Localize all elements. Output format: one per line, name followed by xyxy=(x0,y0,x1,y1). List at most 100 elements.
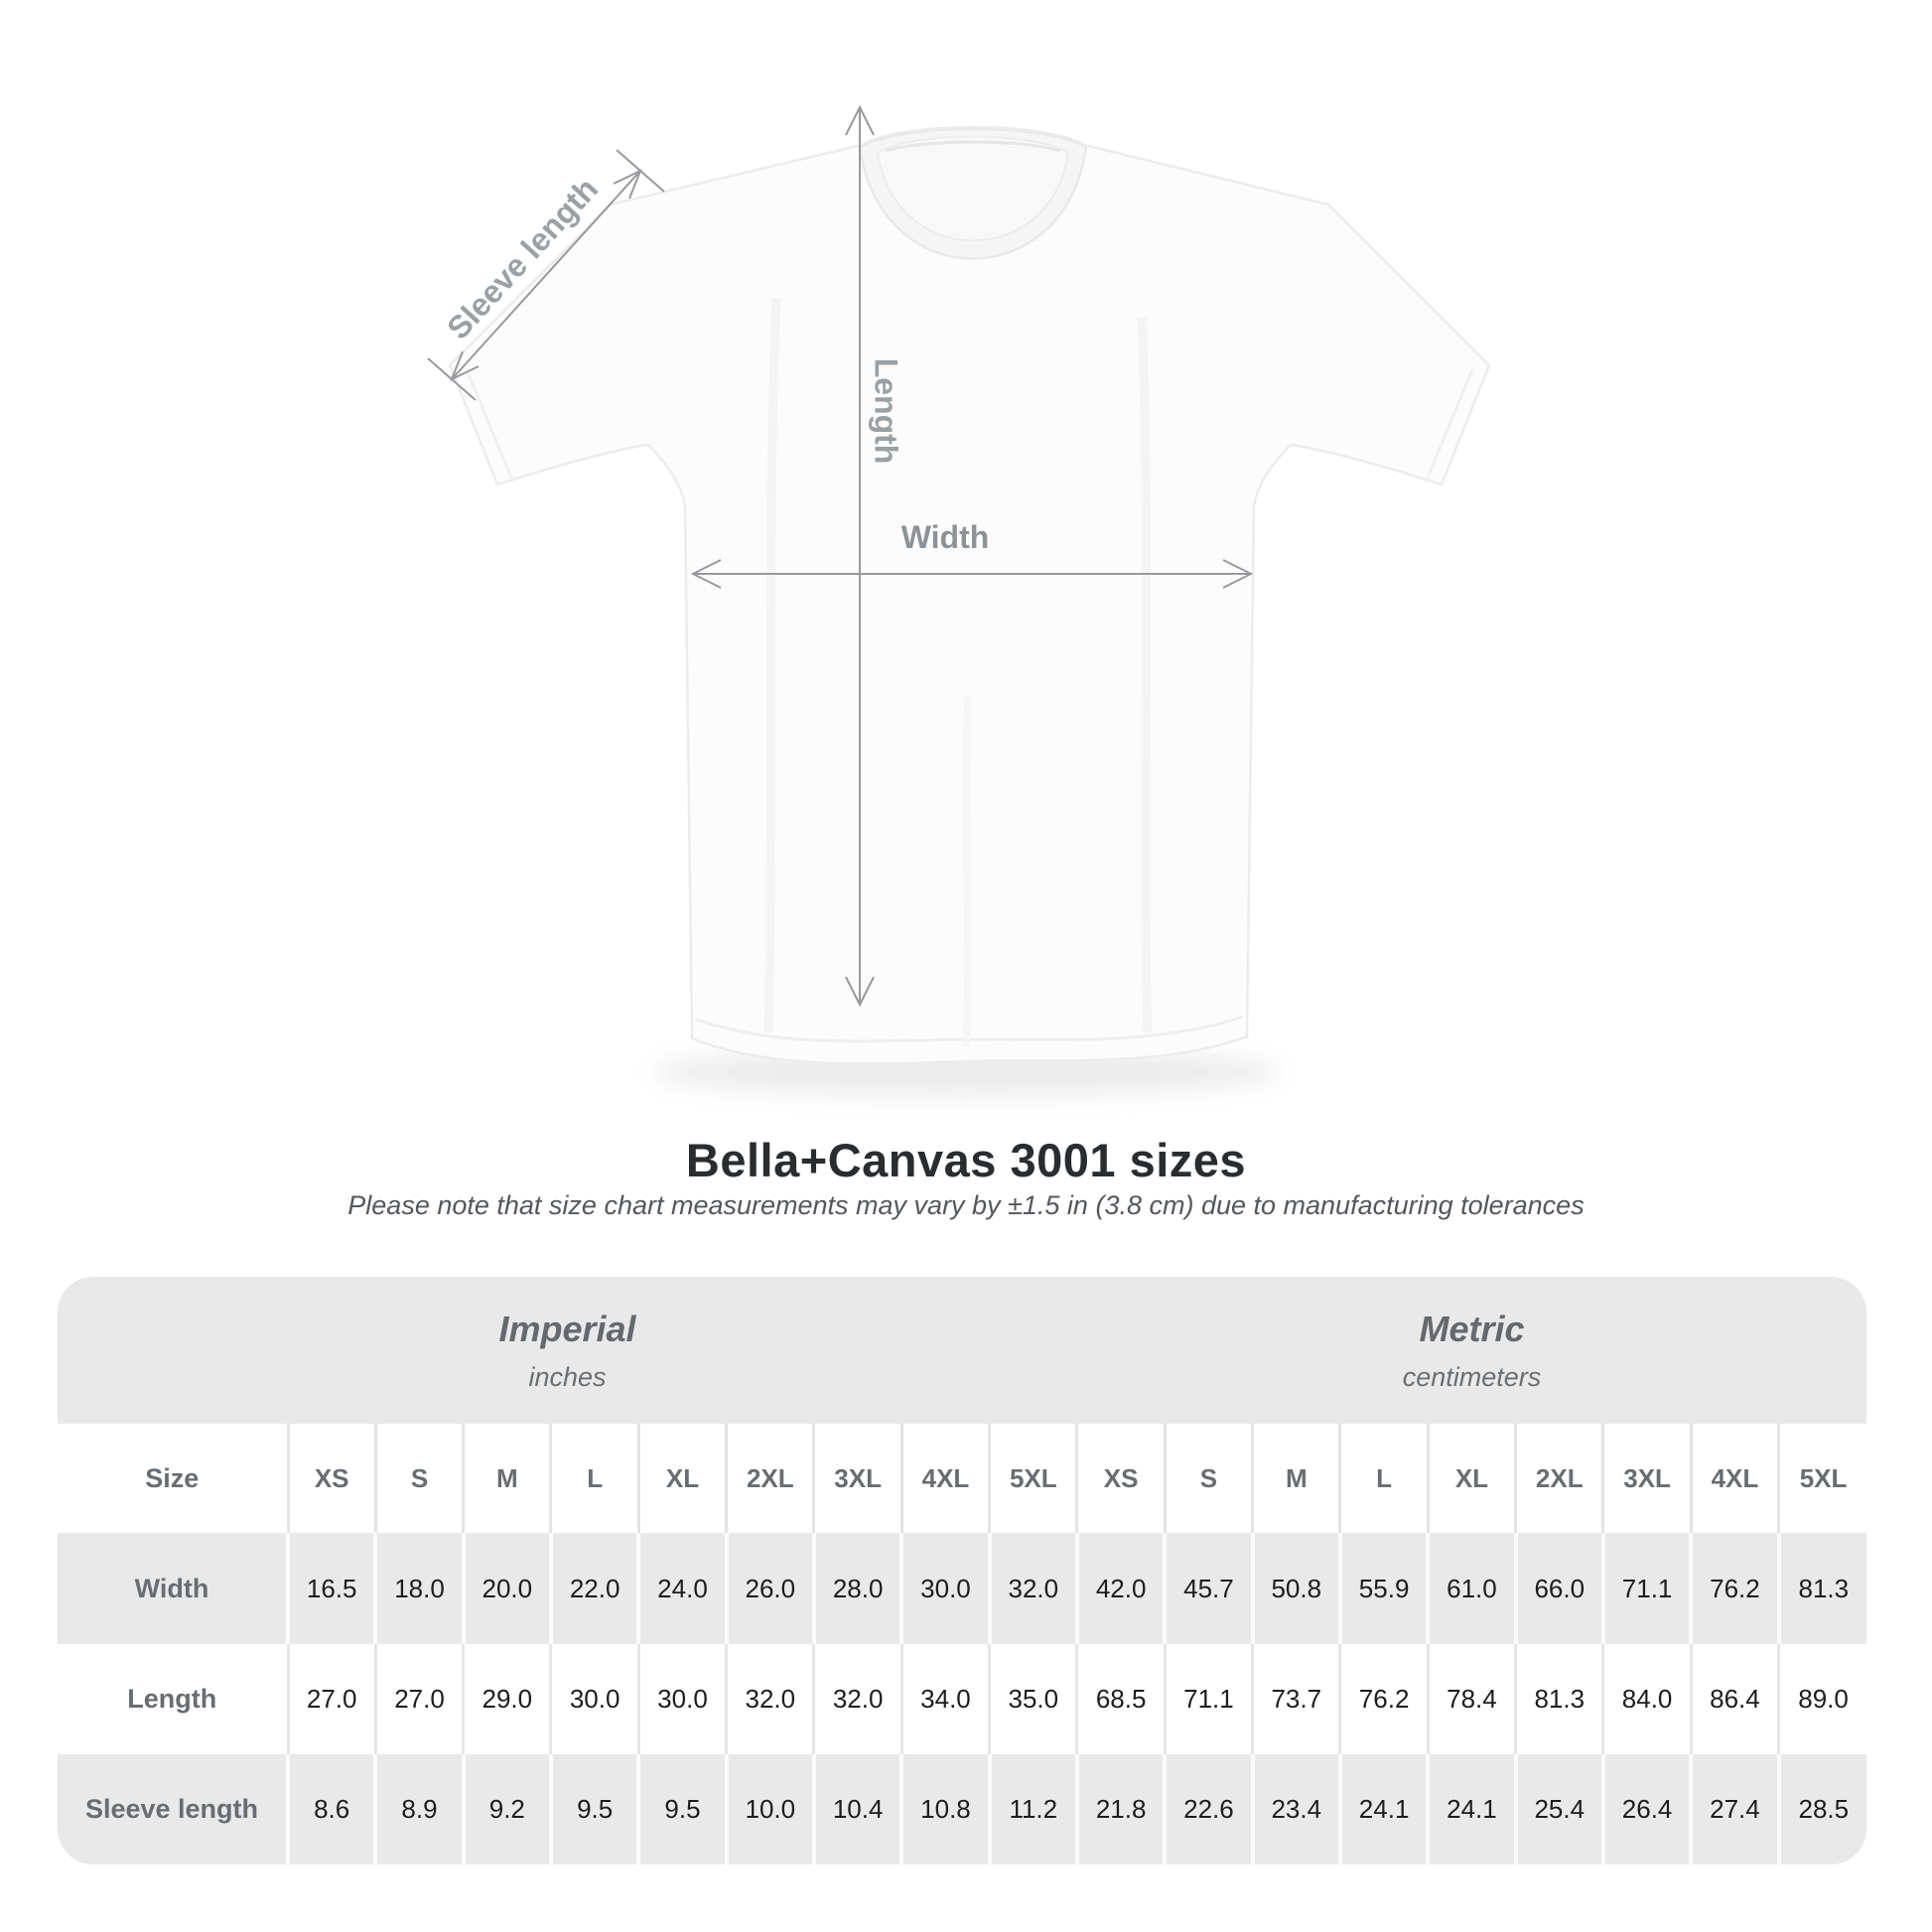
data-cell: 24.0 xyxy=(636,1533,727,1644)
data-cell: 29.0 xyxy=(462,1643,551,1754)
size-header: S xyxy=(1163,1424,1253,1534)
width-label: Width xyxy=(901,519,990,555)
units-header-row: Imperial inches Metric centimeters xyxy=(58,1277,1866,1425)
size-header: 2XL xyxy=(1514,1424,1603,1534)
data-cell: 20.0 xyxy=(461,1533,551,1644)
data-cell: 81.3 xyxy=(1776,1533,1866,1644)
data-cell: 27.0 xyxy=(373,1643,464,1754)
data-cell: 9.5 xyxy=(636,1753,727,1864)
length-row: Length 27.0 27.0 29.0 30.0 30.0 32.0 32.… xyxy=(58,1643,1866,1754)
width-row: Width 16.5 18.0 20.0 22.0 24.0 26.0 28.0… xyxy=(58,1533,1866,1644)
fabric-fold xyxy=(1137,317,1153,1034)
data-cell: 10.4 xyxy=(811,1753,902,1864)
data-cell: 8.6 xyxy=(285,1753,376,1864)
data-cell: 50.8 xyxy=(1250,1533,1340,1644)
data-cell: 55.9 xyxy=(1337,1533,1429,1644)
length-arrow xyxy=(845,104,875,1008)
data-cell: 30.0 xyxy=(636,1643,727,1754)
size-header: XS xyxy=(286,1424,376,1534)
size-header-row: Size XS S M L XL 2XL 3XL 4XL 5XL XS S M … xyxy=(58,1424,1866,1534)
size-header: 2XL xyxy=(725,1424,814,1534)
data-cell: 27.4 xyxy=(1689,1753,1779,1864)
data-cell: 8.9 xyxy=(373,1753,464,1864)
data-cell: 45.7 xyxy=(1163,1533,1253,1644)
data-cell: 71.1 xyxy=(1600,1533,1692,1644)
data-cell: 30.0 xyxy=(549,1643,639,1754)
data-cell: 22.0 xyxy=(548,1533,639,1644)
data-cell: 68.5 xyxy=(1075,1643,1166,1754)
data-cell: 23.4 xyxy=(1250,1753,1340,1864)
size-header: XL xyxy=(636,1424,727,1534)
data-cell: 21.8 xyxy=(1074,1753,1166,1864)
metric-unit: centimeters xyxy=(1402,1361,1542,1392)
data-cell: 27.0 xyxy=(286,1643,376,1754)
sleeve-length-row: Sleeve length 8.6 8.9 9.2 9.5 9.5 10.0 1… xyxy=(58,1753,1866,1864)
size-header: 3XL xyxy=(1601,1424,1692,1534)
data-cell: 30.0 xyxy=(899,1533,990,1644)
metric-header: Metric centimeters xyxy=(1076,1277,1866,1425)
data-cell: 9.2 xyxy=(461,1753,551,1864)
sleeve-seam-right xyxy=(1426,368,1474,479)
size-table-grid: Imperial inches Metric centimeters Size … xyxy=(58,1277,1866,1864)
collar-opening xyxy=(876,135,1070,242)
data-cell: 24.1 xyxy=(1426,1753,1516,1864)
data-cell: 76.2 xyxy=(1689,1533,1779,1644)
size-header: XL xyxy=(1426,1424,1516,1534)
size-header: L xyxy=(1338,1424,1429,1534)
fabric-fold xyxy=(962,694,972,1048)
data-cell: 32.0 xyxy=(987,1533,1077,1644)
size-header: M xyxy=(462,1424,551,1534)
size-col-header: Size xyxy=(145,1462,200,1493)
sleeve-length-arrow xyxy=(427,149,665,401)
row-label: Sleeve length xyxy=(84,1793,259,1824)
data-cell: 16.5 xyxy=(285,1533,376,1644)
row-label: Length xyxy=(127,1683,217,1714)
data-cell: 78.4 xyxy=(1426,1643,1516,1754)
data-cell: 28.5 xyxy=(1776,1753,1866,1864)
data-cell: 71.1 xyxy=(1163,1643,1253,1754)
size-header: 5XL xyxy=(1777,1424,1866,1534)
data-cell: 42.0 xyxy=(1074,1533,1166,1644)
page-subtitle: Please note that size chart measurements… xyxy=(347,1190,1585,1220)
data-cell: 66.0 xyxy=(1513,1533,1603,1644)
data-cell: 9.5 xyxy=(548,1753,639,1864)
imperial-header: Imperial inches xyxy=(58,1277,1077,1425)
size-header: S xyxy=(373,1424,464,1534)
length-label: Length xyxy=(869,358,904,465)
data-cell: 81.3 xyxy=(1514,1643,1603,1754)
row-label: Width xyxy=(134,1573,209,1603)
data-cell: 10.0 xyxy=(724,1753,814,1864)
size-header: L xyxy=(549,1424,639,1534)
page-title: Bella+Canvas 3001 sizes xyxy=(685,1134,1247,1186)
tshirt-body xyxy=(448,125,1491,1065)
imperial-label: Imperial xyxy=(498,1308,636,1349)
tshirt-illustration xyxy=(448,125,1491,1065)
fabric-fold xyxy=(763,297,781,1034)
data-cell: 32.0 xyxy=(725,1643,814,1754)
collar-inner-shadow xyxy=(885,140,1061,153)
data-cell: 11.2 xyxy=(987,1753,1077,1864)
size-header: 4XL xyxy=(1689,1424,1779,1534)
data-cell: 24.1 xyxy=(1337,1753,1429,1864)
data-cell: 28.0 xyxy=(811,1533,902,1644)
data-cell: 86.4 xyxy=(1689,1643,1779,1754)
data-cell: 22.6 xyxy=(1163,1753,1253,1864)
size-header: 3XL xyxy=(812,1424,902,1534)
sleeve-seam-left xyxy=(465,368,513,479)
data-cell: 84.0 xyxy=(1601,1643,1692,1754)
data-cell: 34.0 xyxy=(899,1643,990,1754)
size-header: XS xyxy=(1075,1424,1166,1534)
metric-label: Metric xyxy=(1419,1308,1525,1349)
data-cell: 18.0 xyxy=(373,1533,464,1644)
data-cell: 73.7 xyxy=(1251,1643,1340,1754)
data-cell: 35.0 xyxy=(988,1643,1077,1754)
imperial-unit: inches xyxy=(528,1361,607,1392)
size-header: 4XL xyxy=(899,1424,990,1534)
size-table: Imperial inches Metric centimeters Size … xyxy=(58,1277,1866,1864)
data-cell: 26.4 xyxy=(1600,1753,1692,1864)
width-arrow xyxy=(690,559,1254,589)
data-cell: 25.4 xyxy=(1513,1753,1603,1864)
data-cell: 10.8 xyxy=(899,1753,990,1864)
